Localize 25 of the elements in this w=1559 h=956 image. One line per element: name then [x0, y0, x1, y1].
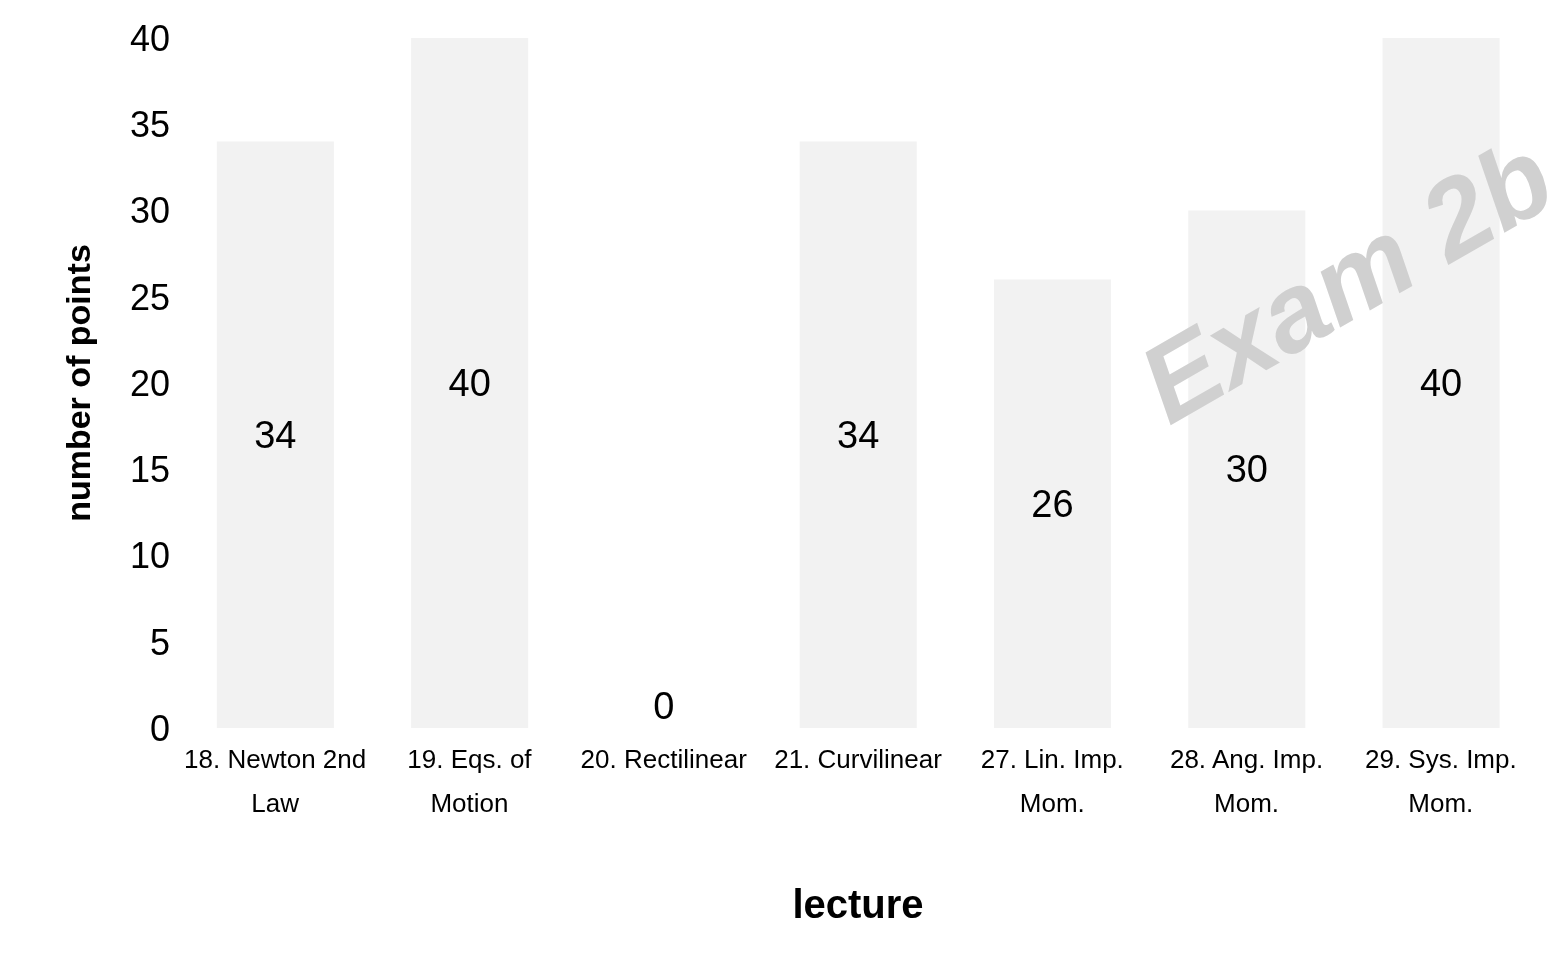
x-tick-label: 29. Sys. Imp. Mom. [1364, 744, 1517, 818]
y-tick-label: 10 [129, 535, 170, 577]
data-label: 34 [254, 413, 297, 456]
y-tick-label: 0 [149, 707, 170, 749]
y-tick-label: 25 [129, 276, 170, 318]
x-tick-label: 19. Eqs. of Motion [407, 744, 533, 818]
y-axis-title: number of points [59, 244, 98, 522]
data-label: 0 [653, 685, 675, 727]
y-tick-label: 30 [129, 190, 170, 232]
x-tick-label: 21. Curvilinear [774, 744, 943, 774]
data-label: 30 [1225, 448, 1268, 491]
data-label: 34 [837, 413, 880, 456]
x-tick-label: 20. Rectilinear [580, 744, 748, 774]
y-tick-label: 20 [129, 362, 170, 404]
y-tick-label: 15 [129, 449, 170, 491]
y-tick-label: 35 [129, 104, 170, 146]
x-tick-label: 28. Ang. Imp. Mom. [1169, 744, 1324, 818]
data-label: 40 [448, 362, 491, 404]
y-tick-label: 5 [149, 621, 170, 663]
data-label: 40 [1419, 362, 1463, 404]
data-label: 26 [1031, 482, 1074, 525]
x-tick-label: 18. Newton 2nd Law [184, 744, 367, 818]
x-tick-label: 27. Lin. Imp. Mom. [980, 744, 1124, 818]
x-axis-title: lecture [792, 882, 924, 926]
y-tick-label: 40 [129, 17, 170, 59]
